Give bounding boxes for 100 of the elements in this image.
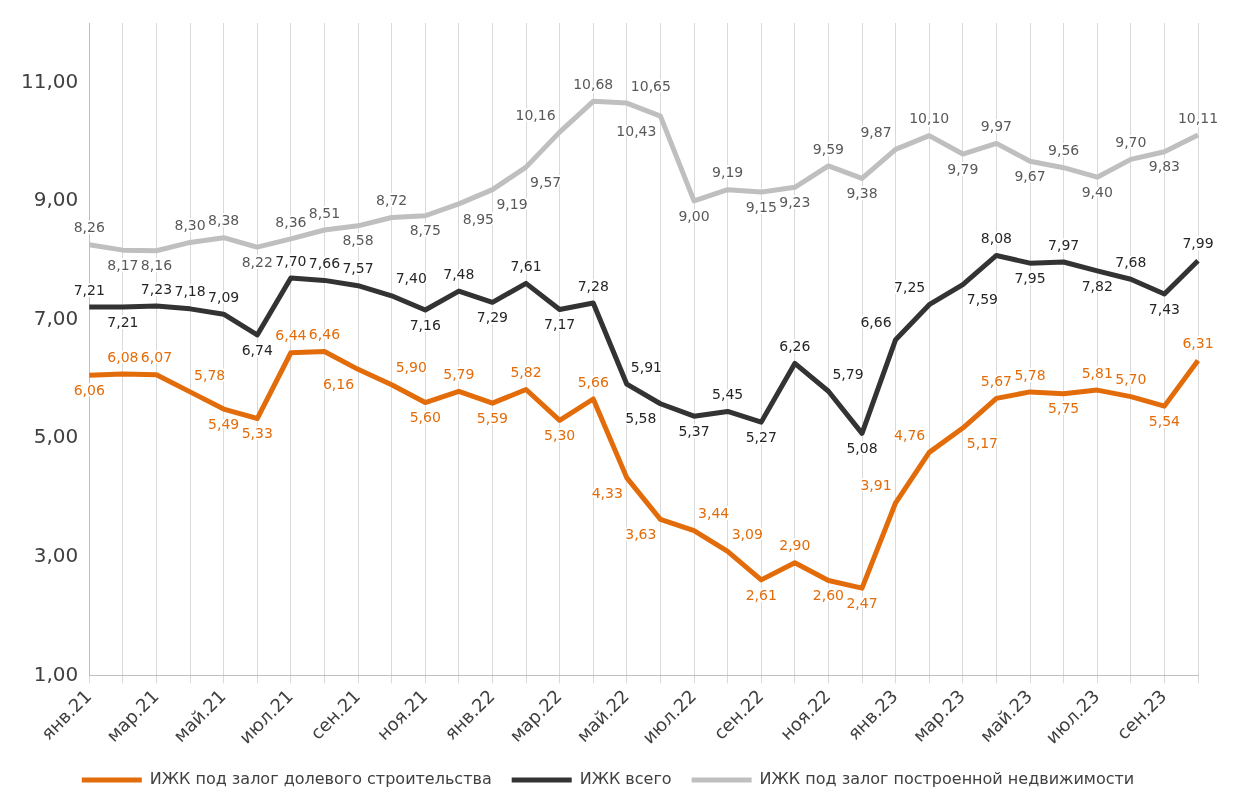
data-label: 7,68 [1115,253,1147,270]
data-label: 2,60 [812,587,844,604]
data-label: 5,08 [846,440,878,457]
data-label: 4,33 [591,484,623,501]
data-label: 9,23 [779,193,811,210]
data-label: 5,45 [712,386,744,403]
data-label: 7,16 [409,316,441,333]
y-tick-label: 9,00 [33,187,79,212]
data-label: 5,67 [980,373,1012,390]
data-label: 7,25 [894,279,926,296]
data-label: 7,29 [476,308,509,325]
data-label: 8,72 [376,192,408,209]
data-label: 9,83 [1148,158,1180,175]
data-label: 5,30 [544,426,576,443]
data-label: 8,75 [409,222,441,239]
data-label: 7,40 [395,270,427,287]
data-label: 6,07 [140,349,173,366]
data-label: 7,21 [107,313,139,330]
data-label: 7,28 [577,277,609,294]
data-label: 10,10 [909,110,950,127]
y-tick-label: 7,00 [33,305,79,330]
data-label: 5,60 [409,409,441,426]
data-label: 9,15 [745,198,777,215]
data-label: 5,79 [443,365,475,382]
data-label: 7,82 [1081,277,1113,294]
data-label: 4,76 [894,427,926,444]
data-label: 5,49 [208,415,240,432]
data-label: 9,19 [496,196,528,213]
data-label: 8,38 [208,212,240,229]
data-label: 8,95 [462,210,495,227]
data-label: 9,38 [846,185,878,202]
data-label: 9,19 [712,164,744,181]
data-label: 7,43 [1148,300,1180,317]
data-label: 2,61 [745,586,777,603]
data-label: 9,59 [812,140,844,157]
data-label: 5,91 [630,358,662,375]
data-label: 7,09 [208,288,240,305]
y-tick-label: 11,00 [20,68,79,93]
data-label: 5,70 [1115,371,1147,388]
data-label: 6,66 [860,314,892,331]
data-label: 9,57 [530,173,562,190]
data-label: 9,40 [1081,183,1113,200]
data-label: 6,16 [322,375,355,392]
y-tick-label: 5,00 [33,424,79,449]
data-label: 6,74 [241,341,273,358]
data-label: 7,59 [966,291,998,308]
data-label: 9,67 [1014,167,1046,184]
data-label: 5,66 [577,373,609,390]
data-label: 10,68 [573,75,614,92]
data-label: 7,23 [140,280,173,297]
data-label: 6,46 [308,326,341,343]
legend-label: ИЖК под залог построенной недвижимости [759,769,1135,789]
data-label: 2,90 [779,537,811,554]
data-label: 5,78 [194,366,226,383]
data-label: 5,58 [625,410,657,427]
data-label: 7,97 [1048,236,1080,253]
data-label: 9,56 [1048,142,1080,159]
data-label: 10,65 [630,77,671,94]
data-label: 8,36 [275,213,307,230]
y-tick-label: 1,00 [33,661,79,686]
data-label: 8,08 [980,230,1012,247]
data-label: 7,18 [174,283,206,300]
data-label: 3,09 [731,526,763,543]
data-label: 6,44 [275,327,307,344]
data-label: 3,44 [698,505,730,522]
data-label: 2,47 [846,594,878,611]
data-label: 7,21 [73,281,105,298]
data-label: 5,54 [1148,412,1181,429]
data-label: 8,58 [342,232,374,249]
data-label: 9,00 [678,207,710,224]
data-label: 10,11 [1177,109,1219,126]
data-label: 8,16 [140,257,173,274]
data-label: 9,79 [947,160,979,177]
data-label: 8,30 [174,217,206,234]
data-label: 9,70 [1115,134,1147,151]
data-label: 5,82 [510,364,542,381]
data-label: 7,48 [443,265,475,282]
data-label: 7,95 [1014,269,1046,286]
data-label: 3,63 [625,526,657,543]
data-label: 6,31 [1182,335,1214,352]
data-label: 7,61 [510,257,542,274]
data-label: 7,70 [275,252,307,269]
data-label: 7,66 [308,255,341,272]
data-label: 9,97 [980,118,1012,135]
legend-label: ИЖК всего [579,769,672,789]
data-label: 7,17 [544,316,576,333]
data-label: 5,81 [1081,364,1113,381]
data-label: 8,22 [241,253,273,270]
legend-label: ИЖК под залог долевого строительства [149,769,492,789]
data-label: 8,17 [107,256,139,273]
data-label: 5,59 [476,409,509,426]
data-label: 5,79 [832,365,864,382]
data-label: 9,87 [860,123,892,140]
y-tick-label: 3,00 [33,542,79,567]
data-label: 5,17 [966,434,998,451]
data-label: 8,51 [308,204,341,221]
data-label: 5,37 [678,422,710,439]
data-label: 10,43 [616,122,657,139]
data-label: 5,33 [241,425,273,442]
data-label: 7,99 [1182,235,1214,252]
